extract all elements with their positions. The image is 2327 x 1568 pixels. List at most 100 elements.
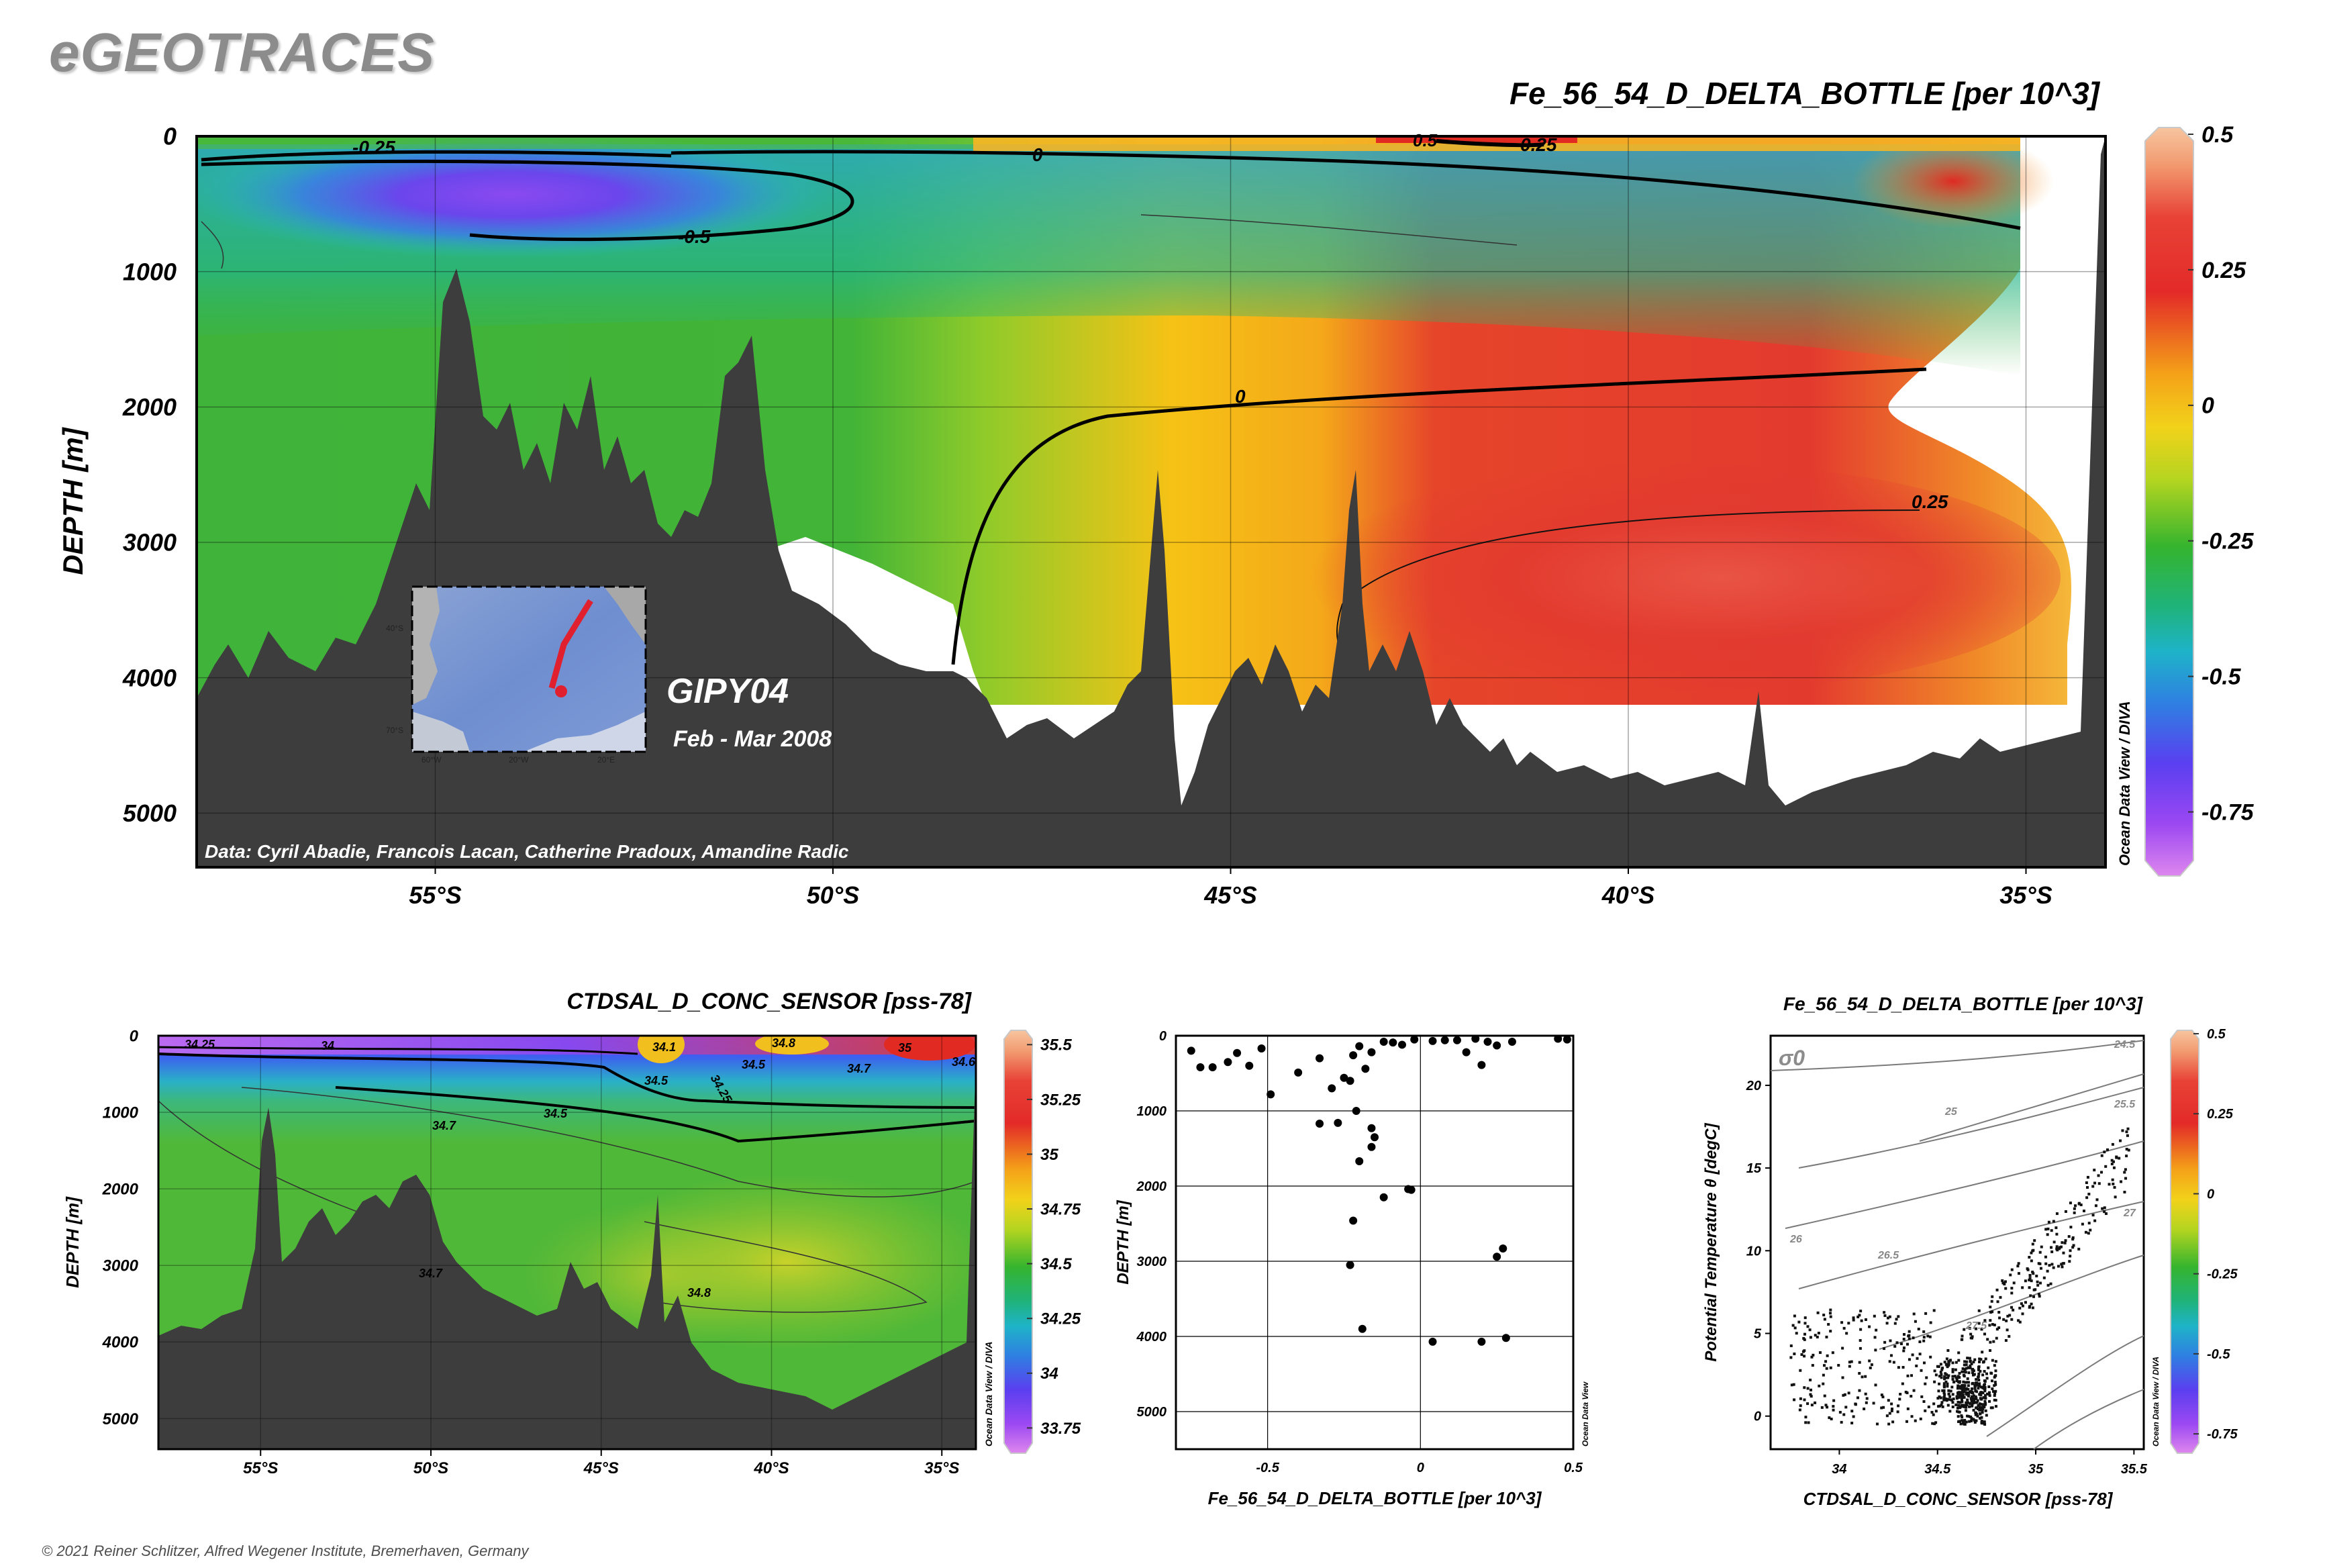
colorbar-tick-label: -0.25 <box>2207 1267 2238 1282</box>
ts-point <box>2100 1171 2103 1174</box>
contour-label: 0.25 <box>1912 491 1948 512</box>
contour-label: 34.1 <box>652 1040 676 1054</box>
ts-point <box>2124 1168 2127 1171</box>
colorbar-tick-label: -0.25 <box>2201 529 2255 554</box>
ts-point <box>1908 1337 1911 1340</box>
ts-point <box>1979 1402 1982 1406</box>
contour-label: 34.25 <box>185 1038 215 1051</box>
ts-point <box>1956 1410 1959 1413</box>
ts-point <box>1995 1328 1999 1331</box>
ts-point <box>1799 1397 1802 1400</box>
ts-point <box>1975 1401 1978 1404</box>
ts-point <box>2097 1182 2101 1185</box>
x-tick-label: -0.5 <box>1256 1461 1279 1475</box>
ts-point <box>1968 1390 1971 1393</box>
ts-point <box>1984 1393 1987 1397</box>
ts-point <box>2050 1229 2053 1232</box>
isopycnal-label: 25 <box>1944 1106 1958 1118</box>
ts-point <box>1891 1420 1895 1424</box>
ts-point <box>1974 1381 1977 1385</box>
ts-point <box>2123 1171 2126 1174</box>
data-point <box>1440 1036 1449 1044</box>
x-tick-label: 50°S <box>413 1459 448 1477</box>
ts-point <box>1962 1380 1965 1383</box>
ts-point <box>1811 1364 1814 1367</box>
ts-point <box>1814 1334 1817 1337</box>
ts-point <box>1803 1322 1807 1325</box>
data-point <box>1361 1065 1370 1073</box>
ts-point <box>2103 1210 2106 1214</box>
ts-point <box>2003 1280 2007 1283</box>
colorbar-tick-label: 0.25 <box>2207 1107 2234 1122</box>
ts-point <box>2115 1155 2118 1159</box>
ts-point <box>1991 1406 1994 1410</box>
ts-point <box>1917 1328 1920 1331</box>
ts-point <box>1960 1404 1963 1407</box>
ts-point <box>1922 1339 1926 1342</box>
ts-point <box>1868 1359 1871 1363</box>
ts-point <box>1973 1385 1977 1388</box>
ts-point <box>2069 1226 2073 1229</box>
ts-point <box>1859 1310 1863 1313</box>
contour-label: 34.8 <box>772 1036 795 1050</box>
ts-point <box>1852 1415 1855 1418</box>
ts-point <box>1978 1408 1981 1412</box>
ts-point <box>1965 1420 1968 1424</box>
ts-point <box>1958 1420 1961 1423</box>
ts-point <box>1848 1361 1851 1364</box>
ts-point <box>1910 1415 1914 1418</box>
x-tick-label: 40°S <box>753 1459 789 1477</box>
ts-point <box>1981 1373 1985 1377</box>
ts-point <box>1969 1415 1973 1418</box>
ts-point <box>1852 1318 1855 1322</box>
y-tick-label: 0 <box>1754 1410 1761 1424</box>
ts-point <box>1915 1364 1918 1367</box>
ts-point <box>1993 1381 1997 1384</box>
ts-point <box>1803 1355 1806 1358</box>
watermark: Ocean Data View <box>1581 1381 1590 1447</box>
data-point <box>1358 1324 1367 1333</box>
ts-point <box>2126 1134 2129 1137</box>
ts-point <box>1844 1406 1848 1409</box>
data-point <box>1493 1041 1501 1050</box>
ts-point <box>2103 1150 2106 1154</box>
ts-point <box>1850 1410 1854 1413</box>
ts-point <box>2046 1283 2050 1287</box>
ts-point <box>1832 1405 1835 1408</box>
ts-point <box>2101 1207 2104 1210</box>
data-point <box>1355 1157 1364 1166</box>
ts-point <box>1961 1367 1965 1371</box>
ts-point <box>2021 1312 2024 1316</box>
ts-point <box>1993 1374 1997 1377</box>
ts-point <box>1969 1402 1972 1405</box>
y-tick-label: 10 <box>1746 1244 1761 1259</box>
y-tick-label: 1000 <box>123 258 177 285</box>
ts-point <box>1977 1309 1981 1312</box>
ts-point <box>1832 1408 1835 1412</box>
ts-point <box>1840 1420 1843 1424</box>
ts-point <box>1929 1355 1932 1359</box>
ts-point <box>1886 1316 1889 1320</box>
ts-point <box>2086 1175 2089 1179</box>
y-tick-label: 5000 <box>123 799 177 827</box>
ts-point <box>2052 1266 2055 1269</box>
ts-point <box>1883 1311 1886 1314</box>
ts-point <box>1990 1300 1993 1303</box>
ts-point <box>2038 1295 2041 1298</box>
ts-point <box>2010 1287 2014 1290</box>
ts-point <box>1980 1416 1983 1419</box>
ts-point <box>1961 1370 1964 1373</box>
data-point <box>1349 1216 1358 1225</box>
x-tick-label: 35°S <box>924 1459 959 1477</box>
ts-point <box>1804 1416 1808 1419</box>
ts-point <box>1820 1406 1824 1409</box>
ts-point <box>2087 1222 2091 1225</box>
sigma-label: σ0 <box>1779 1046 1805 1070</box>
ts-point <box>1905 1420 1909 1423</box>
ts-point <box>1899 1393 1902 1396</box>
y-tick-label: 0 <box>163 123 177 150</box>
ts-point <box>2123 1190 2126 1193</box>
ts-point <box>2012 1308 2015 1312</box>
salinity-section-plot: 55°S 50°S 45°S 40°S 35°S 0 1000 2000 3000 4000 500… <box>102 1027 977 1477</box>
ts-point <box>1951 1405 1954 1408</box>
